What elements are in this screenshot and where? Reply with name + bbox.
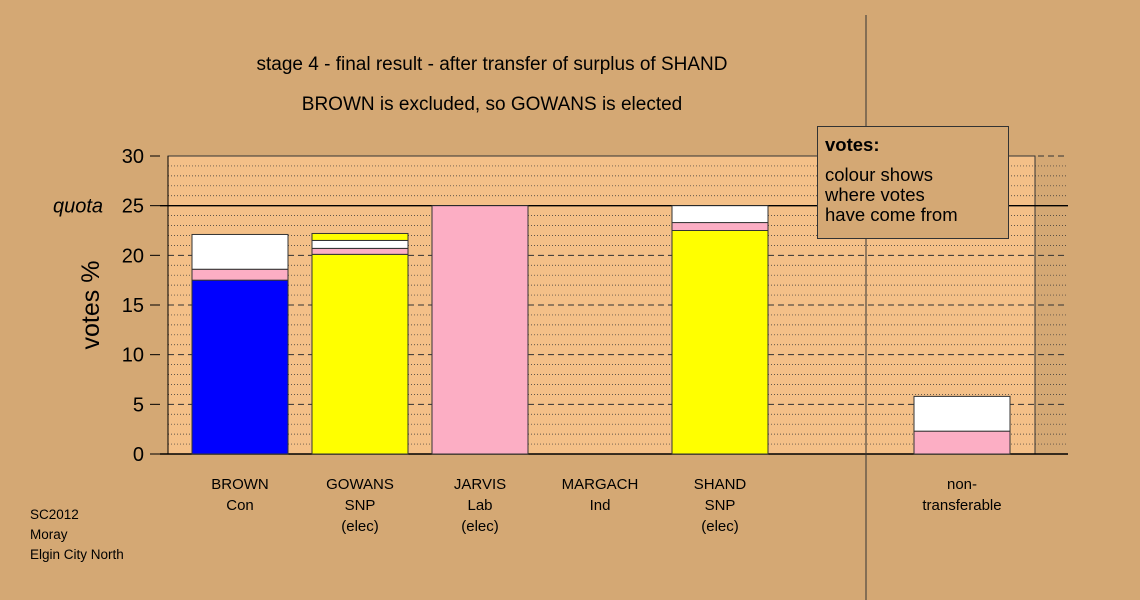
quota-label: quota bbox=[53, 196, 103, 218]
bar-segment bbox=[311, 232, 409, 241]
chart-subtitle: BROWN is excluded, so GOWANS is elected bbox=[301, 94, 683, 115]
x-tick-label: SHAND bbox=[694, 476, 747, 493]
y-tick-label: 0 bbox=[133, 444, 144, 466]
y-axis-label: votes % bbox=[77, 261, 105, 350]
x-tick-label: JARVIS bbox=[454, 476, 506, 493]
footer-line: Elgin City North bbox=[30, 547, 124, 562]
bar-segment bbox=[671, 222, 769, 231]
bar-segment bbox=[431, 205, 529, 455]
y-tick-label: 25 bbox=[122, 196, 144, 218]
x-tick-label: Con bbox=[226, 497, 254, 514]
bar-segment bbox=[191, 268, 289, 281]
legend-line: have come from bbox=[825, 204, 958, 225]
x-tick-label: SNP bbox=[705, 497, 736, 514]
x-tick-label: non- bbox=[947, 476, 977, 493]
legend-box: votes: colour shows where votes have com… bbox=[817, 126, 1009, 239]
legend-line: colour shows bbox=[825, 164, 933, 185]
x-tick-label: BROWN bbox=[211, 476, 269, 493]
x-tick-label: (elec) bbox=[461, 518, 499, 535]
legend-line: where votes bbox=[825, 184, 925, 205]
bar-segment bbox=[311, 239, 409, 249]
chart-title: stage 4 - final result - after transfer … bbox=[256, 54, 728, 75]
y-tick-label: 30 bbox=[122, 146, 144, 168]
bar-segment bbox=[671, 230, 769, 455]
bar-segment bbox=[913, 395, 1011, 432]
x-tick-label: (elec) bbox=[701, 518, 739, 535]
bar-segment bbox=[191, 233, 289, 270]
legend-heading: votes: bbox=[825, 134, 880, 155]
x-tick-label: GOWANS bbox=[326, 476, 394, 493]
x-tick-label: transferable bbox=[922, 497, 1001, 514]
bar-segment bbox=[311, 247, 409, 255]
y-tick-label: 5 bbox=[133, 394, 144, 416]
bar-segment bbox=[311, 253, 409, 455]
footer-line: Moray bbox=[30, 527, 68, 542]
footer-line: SC2012 bbox=[30, 507, 79, 522]
x-tick-label: SNP bbox=[345, 497, 376, 514]
bar-segment bbox=[671, 205, 769, 224]
x-tick-label: Ind bbox=[590, 497, 611, 514]
bar-segment bbox=[913, 430, 1011, 455]
x-tick-label: (elec) bbox=[341, 518, 379, 535]
x-tick-label: MARGACH bbox=[562, 476, 639, 493]
y-tick-label: 20 bbox=[122, 245, 144, 267]
bar-segment bbox=[191, 279, 289, 455]
y-tick-label: 10 bbox=[122, 345, 144, 367]
x-tick-label: Lab bbox=[467, 497, 492, 514]
y-tick-label: 15 bbox=[122, 295, 144, 317]
